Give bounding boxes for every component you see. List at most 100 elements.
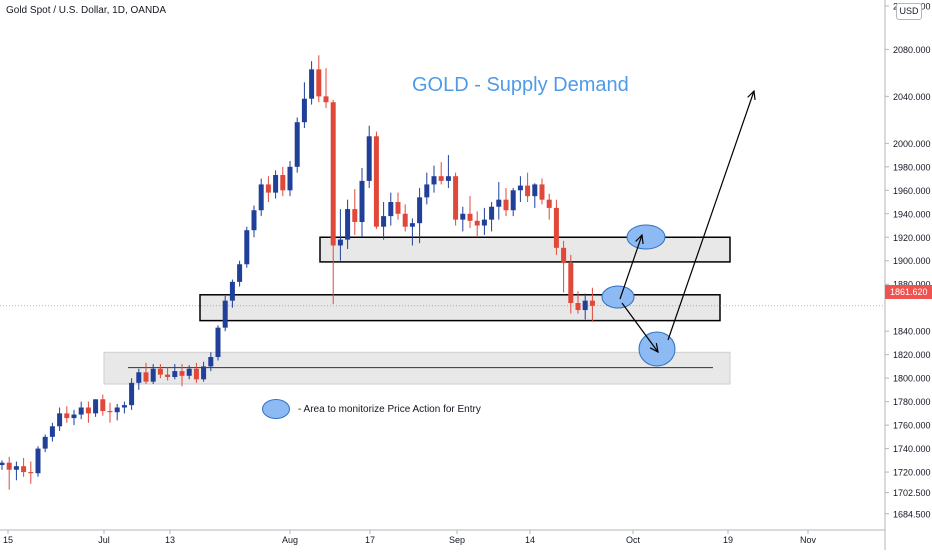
candle-body <box>532 184 538 197</box>
arrow-head <box>747 89 756 101</box>
candle-body <box>337 239 343 246</box>
time-axis-label: Oct <box>626 535 641 545</box>
candle-body <box>237 264 243 282</box>
time-axis-label: 15 <box>3 535 13 545</box>
candle-body <box>352 209 358 222</box>
candle-body <box>359 180 365 222</box>
candle-body <box>561 247 567 264</box>
candle-body <box>28 472 34 474</box>
candle-body <box>582 300 588 311</box>
candle-body <box>373 136 379 227</box>
candle-body <box>316 69 322 97</box>
candle-body <box>251 210 257 231</box>
candle-body <box>208 357 214 367</box>
candles-layer <box>0 55 595 490</box>
candle-body <box>575 303 581 311</box>
candle-body <box>280 175 286 191</box>
candle-body <box>460 213 466 220</box>
currency-badge[interactable]: USD <box>896 3 922 20</box>
time-axis-label: Nov <box>800 535 817 545</box>
candle-body <box>64 413 70 419</box>
candle-body <box>417 197 423 224</box>
arrow-shaft <box>619 234 643 300</box>
entry-ellipse-middle <box>601 285 635 309</box>
candle-body <box>186 368 192 376</box>
candle-body <box>388 202 394 217</box>
candle-body <box>0 462 5 466</box>
price-axis-label: 1720.000 <box>893 468 931 478</box>
candle-body <box>150 368 156 382</box>
candle-body <box>143 372 149 382</box>
candle-body <box>222 300 228 328</box>
demand-zone-middle <box>199 294 721 322</box>
arrow-head <box>649 343 659 354</box>
candle-body <box>35 448 41 474</box>
price-axis-label: 1760.000 <box>893 421 931 431</box>
candle-body <box>503 199 509 211</box>
time-axis-label: 14 <box>525 535 535 545</box>
candle-body <box>395 202 401 214</box>
drawings-layer <box>601 89 756 367</box>
candle-body <box>165 374 171 377</box>
time-axis-label: Sep <box>449 535 465 545</box>
candle-body <box>93 399 99 414</box>
candle-body <box>6 462 12 470</box>
candle-body <box>517 185 523 191</box>
candle-body <box>273 175 279 193</box>
candle-body <box>553 207 559 248</box>
candle-body <box>525 185 531 197</box>
price-axis-label: 1900.000 <box>893 256 931 266</box>
candle-body <box>424 184 430 198</box>
time-axis-label: 13 <box>165 535 175 545</box>
arrow-shaft <box>621 302 659 353</box>
price-axis-label: 1702.500 <box>893 488 931 498</box>
candle-body <box>100 399 106 412</box>
candle-body <box>345 209 351 240</box>
candle-body <box>568 263 574 304</box>
candle-body <box>215 327 221 358</box>
candle-body <box>265 184 271 193</box>
last-price-tag: 1861.620 <box>885 285 932 299</box>
candle-body <box>330 102 336 246</box>
candle-body <box>402 213 408 227</box>
zones-layer <box>0 236 885 385</box>
candle-body <box>42 436 48 449</box>
candle-body <box>21 466 27 473</box>
candle-body <box>71 414 77 419</box>
candle-body <box>409 223 415 227</box>
price-axis-label: 1940.000 <box>893 209 931 219</box>
arrow-shaft <box>667 90 755 341</box>
candle-body <box>589 300 595 306</box>
price-axis-label: 1740.000 <box>893 444 931 454</box>
candle-body <box>301 98 307 123</box>
legend-text: - Area to monitorize Price Action for En… <box>298 403 481 415</box>
candle-body <box>85 407 91 414</box>
arrow-target <box>667 89 756 341</box>
candle-body <box>258 184 264 211</box>
chart-title: GOLD - Supply Demand <box>412 74 629 96</box>
candle-body <box>381 216 387 227</box>
ellipse-legend-icon <box>262 399 290 419</box>
time-axis-label: Jul <box>98 535 110 545</box>
candle-body <box>136 372 142 383</box>
candle-body <box>129 382 135 406</box>
symbol-title: Gold Spot / U.S. Dollar, 1D, OANDA <box>6 5 167 16</box>
candle-body <box>539 184 545 200</box>
arrow-to-upper-zone <box>619 233 644 300</box>
candle-body <box>172 371 178 377</box>
candle-body <box>78 407 84 415</box>
price-axis-label: 1780.000 <box>893 397 931 407</box>
price-axis-label: 1840.000 <box>893 327 931 337</box>
time-axis-label: Aug <box>282 535 298 545</box>
candle-body <box>481 219 487 226</box>
arrow-head <box>635 233 644 245</box>
price-axis-label: 1960.000 <box>893 186 931 196</box>
candle-body <box>453 176 459 220</box>
entry-ellipse-upper <box>626 224 666 250</box>
candle-body <box>474 220 480 226</box>
candle-body <box>287 166 293 191</box>
price-axis-label: 2000.000 <box>893 139 931 149</box>
candle-body <box>13 466 19 470</box>
